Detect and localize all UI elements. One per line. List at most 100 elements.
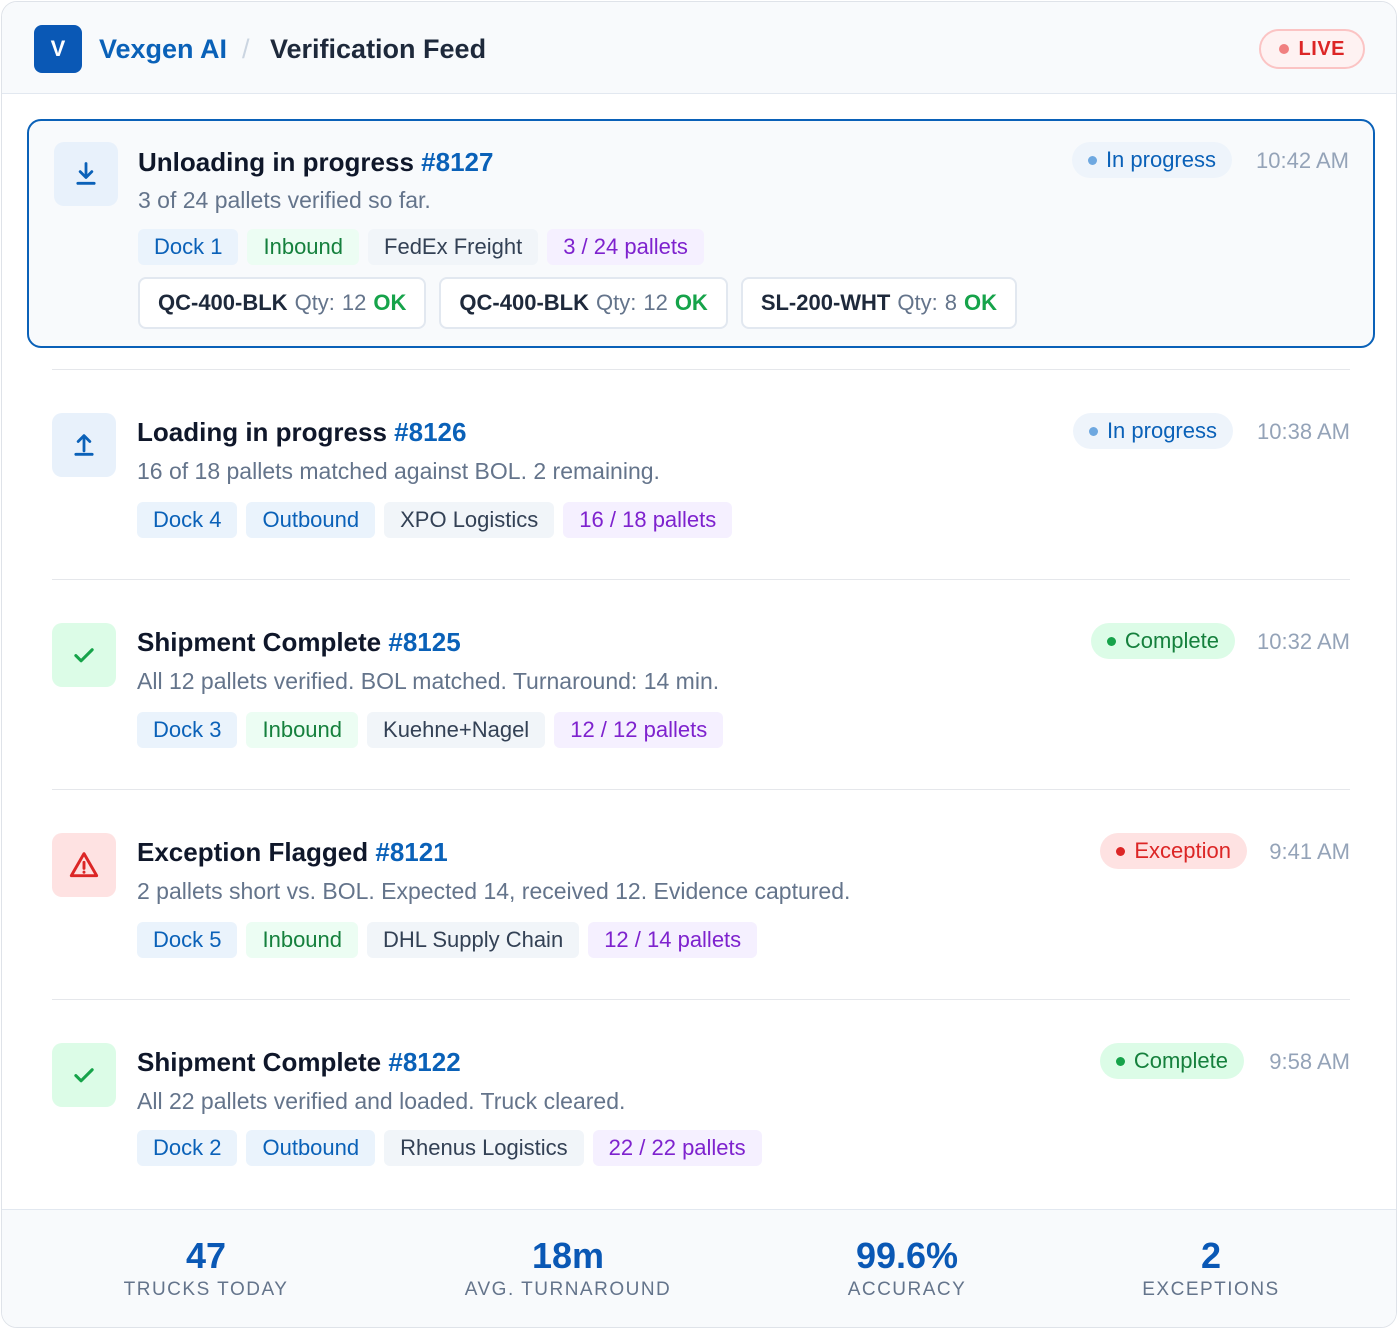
feed-item-description: 3 of 24 pallets verified so far. <box>138 187 431 213</box>
carrier-tag: Rhenus Logistics <box>384 1130 584 1166</box>
sku-qty: 12 <box>643 290 668 315</box>
feed-item-title-text: Loading in progress <box>137 417 387 447</box>
status-label: Exception <box>1134 838 1231 863</box>
feed-item[interactable]: Unloading in progress #8127 3 of 24 pall… <box>27 119 1375 348</box>
feed-item-ref[interactable]: #8121 <box>375 837 448 867</box>
direction-tag: Inbound <box>247 229 360 265</box>
sku-chip[interactable]: QC-400-BLK Qty: 12 OK <box>138 277 427 329</box>
stat-exceptions: 2 EXCEPTIONS <box>1142 1236 1279 1301</box>
feed-item-title-text: Shipment Complete <box>137 1047 382 1077</box>
divider <box>52 789 1350 790</box>
tag-list: Dock 3 Inbound Kuehne+Nagel 12 / 12 pall… <box>137 712 724 748</box>
feed-item-ref[interactable]: #8122 <box>388 1047 461 1077</box>
sku-chip[interactable]: QC-400-BLK Qty: 12 OK <box>439 277 728 329</box>
carrier-tag: Kuehne+Nagel <box>367 712 546 748</box>
tag-list: Dock 2 Outbound Rhenus Logistics 22 / 22… <box>137 1130 762 1166</box>
status-label: Complete <box>1133 1048 1228 1073</box>
stat-label: TRUCKS TODAY <box>123 1279 289 1300</box>
carrier-tag: FedEx Freight <box>368 229 539 265</box>
tag-list: Dock 4 Outbound XPO Logistics 16 / 18 pa… <box>137 502 733 538</box>
timestamp: 10:42 AM <box>1256 148 1349 173</box>
stat-value: 99.6% <box>855 1235 959 1276</box>
carrier-tag: XPO Logistics <box>384 502 555 538</box>
live-dot-icon <box>1278 44 1289 54</box>
sku-code: QC-400-BLK <box>158 290 288 315</box>
status-dot-icon <box>1088 426 1098 436</box>
feed-item[interactable]: Exception Flagged #8121 2 pallets short … <box>52 811 1350 981</box>
sku-qty: 8 <box>944 290 957 315</box>
stat-value: 47 <box>185 1235 227 1276</box>
check-icon <box>52 1043 116 1107</box>
status-dot-icon <box>1115 1056 1125 1066</box>
dock-tag: Dock 3 <box>137 712 238 748</box>
status-badge: In progress <box>1071 142 1232 178</box>
download-icon <box>54 142 118 206</box>
status-label: Complete <box>1124 628 1219 653</box>
dock-tag: Dock 5 <box>137 922 238 958</box>
status-dot-icon <box>1106 636 1116 646</box>
feed-item-ref[interactable]: #8125 <box>388 627 461 657</box>
dock-tag: Dock 4 <box>137 502 238 538</box>
pallets-tag: 12 / 14 pallets <box>588 922 758 958</box>
status-dot-icon <box>1087 155 1097 165</box>
sku-qty: 12 <box>341 290 367 315</box>
feed-item-description: All 12 pallets verified. BOL matched. Tu… <box>137 668 720 694</box>
check-icon <box>52 623 116 687</box>
sku-code: QC-400-BLK <box>459 290 589 315</box>
pallets-tag: 16 / 18 pallets <box>563 502 733 538</box>
header: V Vexgen AI / Verification Feed LIVE <box>2 2 1396 94</box>
sku-qty-label: Qty: <box>595 290 637 315</box>
feed-item-description: 16 of 18 pallets matched against BOL. 2 … <box>137 458 660 484</box>
direction-tag: Inbound <box>246 712 359 748</box>
feed-item-title-text: Shipment Complete <box>137 627 382 657</box>
sku-list: QC-400-BLK Qty: 12 OK QC-400-BLK Qty: 12… <box>138 277 1017 329</box>
stat-value: 2 <box>1200 1235 1222 1276</box>
status-dot-icon <box>1116 846 1126 856</box>
timestamp: 10:32 AM <box>1257 629 1350 654</box>
feed-item-description: 2 pallets short vs. BOL. Expected 14, re… <box>137 878 851 904</box>
stat-trucks-today: 47 TRUCKS TODAY <box>124 1236 289 1301</box>
stat-label: EXCEPTIONS <box>1142 1279 1280 1300</box>
sku-qty-label: Qty: <box>294 290 335 315</box>
timestamp: 9:41 AM <box>1269 839 1350 864</box>
warning-icon <box>52 833 116 897</box>
divider <box>52 999 1350 1000</box>
feed-item[interactable]: Loading in progress #8126 16 of 18 palle… <box>52 391 1350 561</box>
stat-label: ACCURACY <box>847 1279 967 1300</box>
feed-item[interactable]: Shipment Complete #8125 All 12 pallets v… <box>52 601 1350 771</box>
feed-item-title: Exception Flagged #8121 <box>137 837 448 868</box>
sku-chip[interactable]: SL-200-WHT Qty: 8 OK <box>740 277 1017 329</box>
direction-tag: Inbound <box>246 922 359 958</box>
stat-avg-turnaround: 18m AVG. TURNAROUND <box>465 1236 672 1301</box>
divider <box>52 369 1350 370</box>
divider <box>52 579 1350 580</box>
feed-item-title-text: Exception Flagged <box>137 837 369 867</box>
sku-result: OK <box>674 290 708 315</box>
live-label: LIVE <box>1298 37 1345 60</box>
feed-item-title: Shipment Complete #8122 <box>137 1047 461 1078</box>
brand-name[interactable]: Vexgen AI <box>99 34 228 64</box>
feed-item[interactable]: Shipment Complete #8122 All 22 pallets v… <box>52 1021 1350 1191</box>
timestamp: 10:38 AM <box>1257 419 1350 444</box>
timestamp: 9:58 AM <box>1269 1049 1350 1074</box>
carrier-tag: DHL Supply Chain <box>367 922 580 958</box>
direction-tag: Outbound <box>246 502 376 538</box>
feed-item-ref[interactable]: #8127 <box>421 147 494 177</box>
brand-logo[interactable]: V <box>34 25 82 73</box>
status-label: In progress <box>1106 418 1217 443</box>
sku-qty-label: Qty: <box>897 290 938 315</box>
dock-tag: Dock 2 <box>137 1130 238 1166</box>
pallets-tag: 22 / 22 pallets <box>592 1130 762 1166</box>
status-badge: Complete <box>1090 623 1235 659</box>
tag-list: Dock 5 Inbound DHL Supply Chain 12 / 14 … <box>137 922 758 958</box>
stats-footer: 47 TRUCKS TODAY 18m AVG. TURNAROUND 99.6… <box>2 1209 1396 1327</box>
feed-item-ref[interactable]: #8126 <box>394 417 467 447</box>
sku-result: OK <box>373 290 407 315</box>
feed-item-description: All 22 pallets verified and loaded. Truc… <box>137 1088 626 1114</box>
stat-label: AVG. TURNAROUND <box>464 1279 672 1300</box>
status-label: In progress <box>1105 147 1216 172</box>
status-badge: In progress <box>1072 413 1233 449</box>
feed-item-title: Unloading in progress #8127 <box>138 147 493 178</box>
live-badge: LIVE <box>1258 29 1365 69</box>
